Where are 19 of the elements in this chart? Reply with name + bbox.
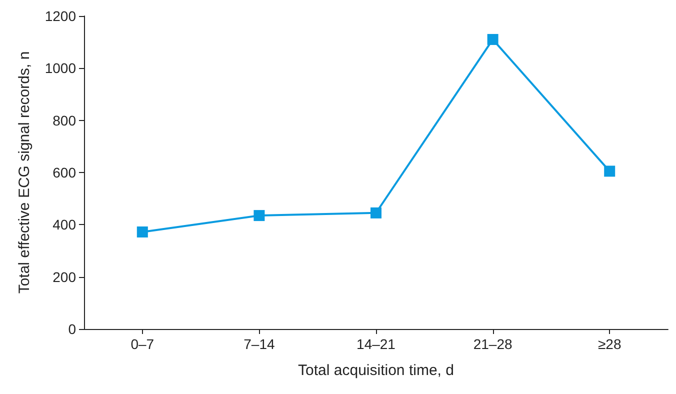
point	[604, 166, 616, 177]
y-tick-label: 0	[68, 321, 76, 337]
y-tick-label: 600	[52, 164, 76, 180]
x-tick-label: 21–28	[473, 336, 512, 352]
x-tick-label: 14–21	[356, 336, 396, 352]
x-tick-label: 0–7	[130, 336, 154, 352]
y-tick-label: 200	[52, 268, 76, 285]
y-tick-label: 800	[52, 112, 76, 128]
point	[487, 34, 498, 45]
x-axis-title: Total acquisition time, d	[298, 362, 454, 379]
y-axis-title: Total effective ECG signal records, n	[16, 51, 33, 294]
x-tick-label: ≥28	[598, 336, 622, 352]
y-tick-label: 400	[52, 216, 76, 233]
x-tick-label: 7–14	[244, 336, 275, 352]
point	[254, 210, 265, 222]
point	[370, 207, 382, 218]
y-tick-label: 1000	[44, 60, 76, 76]
point	[136, 226, 148, 238]
y-tick-label: 1200	[44, 8, 76, 24]
